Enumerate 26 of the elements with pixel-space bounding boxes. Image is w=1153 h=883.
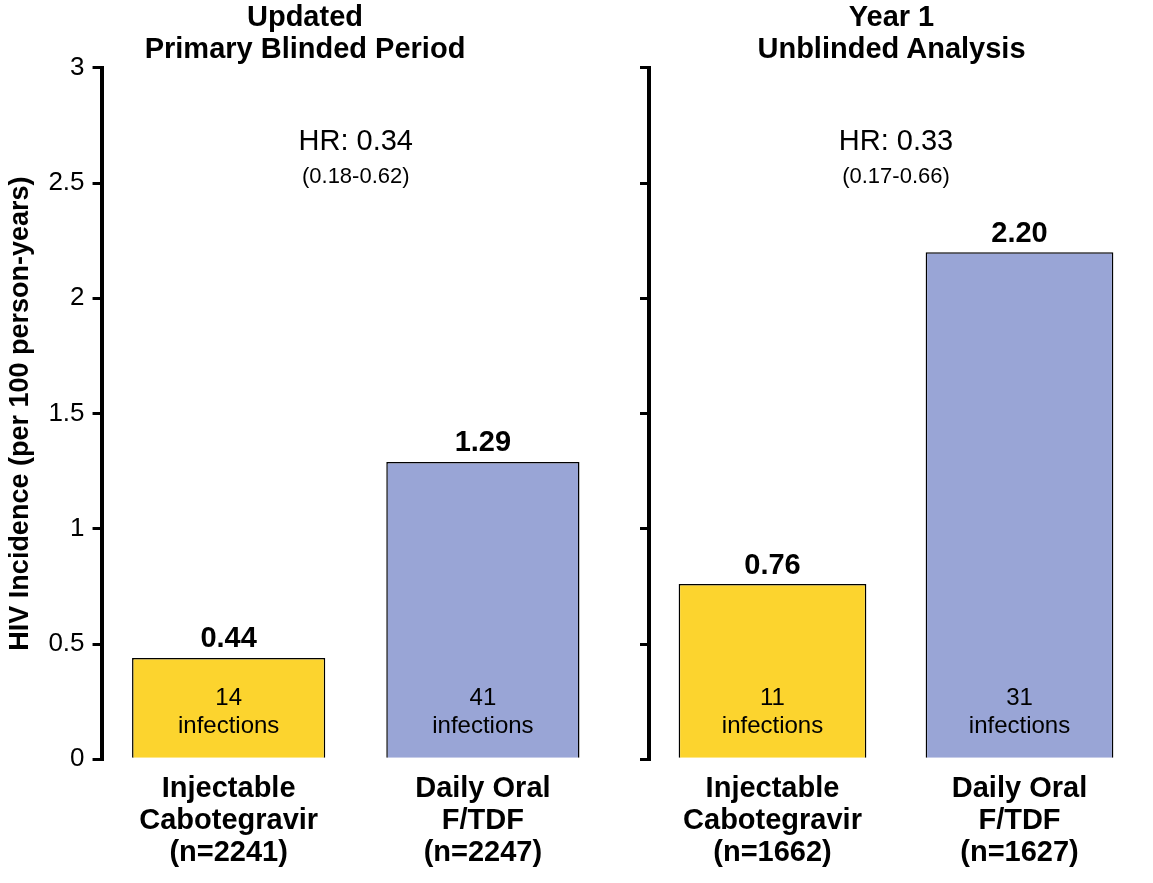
y-tick-label: 2 — [70, 281, 85, 312]
y-tick-label: 0.5 — [48, 627, 85, 658]
annotation: HR: 0.34 — [298, 124, 413, 157]
data-label: 0.76 — [744, 547, 801, 580]
annotation: 11 infections — [721, 682, 824, 738]
annotation: (0.18-0.62) — [301, 162, 410, 188]
x-tick-label: Injectable Cabotegravir (n=1662) — [683, 771, 862, 868]
y-tick-label: 1.5 — [48, 396, 85, 427]
chart-title: Updated Primary Blinded Period — [144, 0, 466, 64]
y-tick-label: 2.5 — [48, 166, 85, 197]
x-tick-label: Daily Oral F/TDF (n=2247) — [415, 771, 551, 868]
y-tick-label: 3 — [70, 50, 85, 81]
y-tick-label: 1 — [70, 511, 85, 542]
annotation: 14 infections — [177, 682, 280, 738]
annotation: 31 infections — [968, 682, 1071, 738]
x-tick-label: Injectable Cabotegravir (n=2241) — [139, 771, 319, 868]
annotation: HR: 0.33 — [838, 124, 954, 157]
y-tick-label: 0 — [70, 742, 85, 773]
data-label: 1.29 — [454, 425, 512, 458]
annotation: (0.17-0.66) — [842, 162, 950, 188]
annotation: 41 infections — [432, 682, 534, 738]
y-axis-title: HIV Incidence (per 100 person-years) — [3, 176, 34, 651]
x-tick-label: Daily Oral F/TDF (n=1627) — [951, 771, 1088, 868]
data-label: 2.20 — [991, 215, 1048, 248]
data-label: 0.44 — [200, 621, 257, 654]
chart-title: Year 1 Unblinded Analysis — [757, 0, 1026, 64]
